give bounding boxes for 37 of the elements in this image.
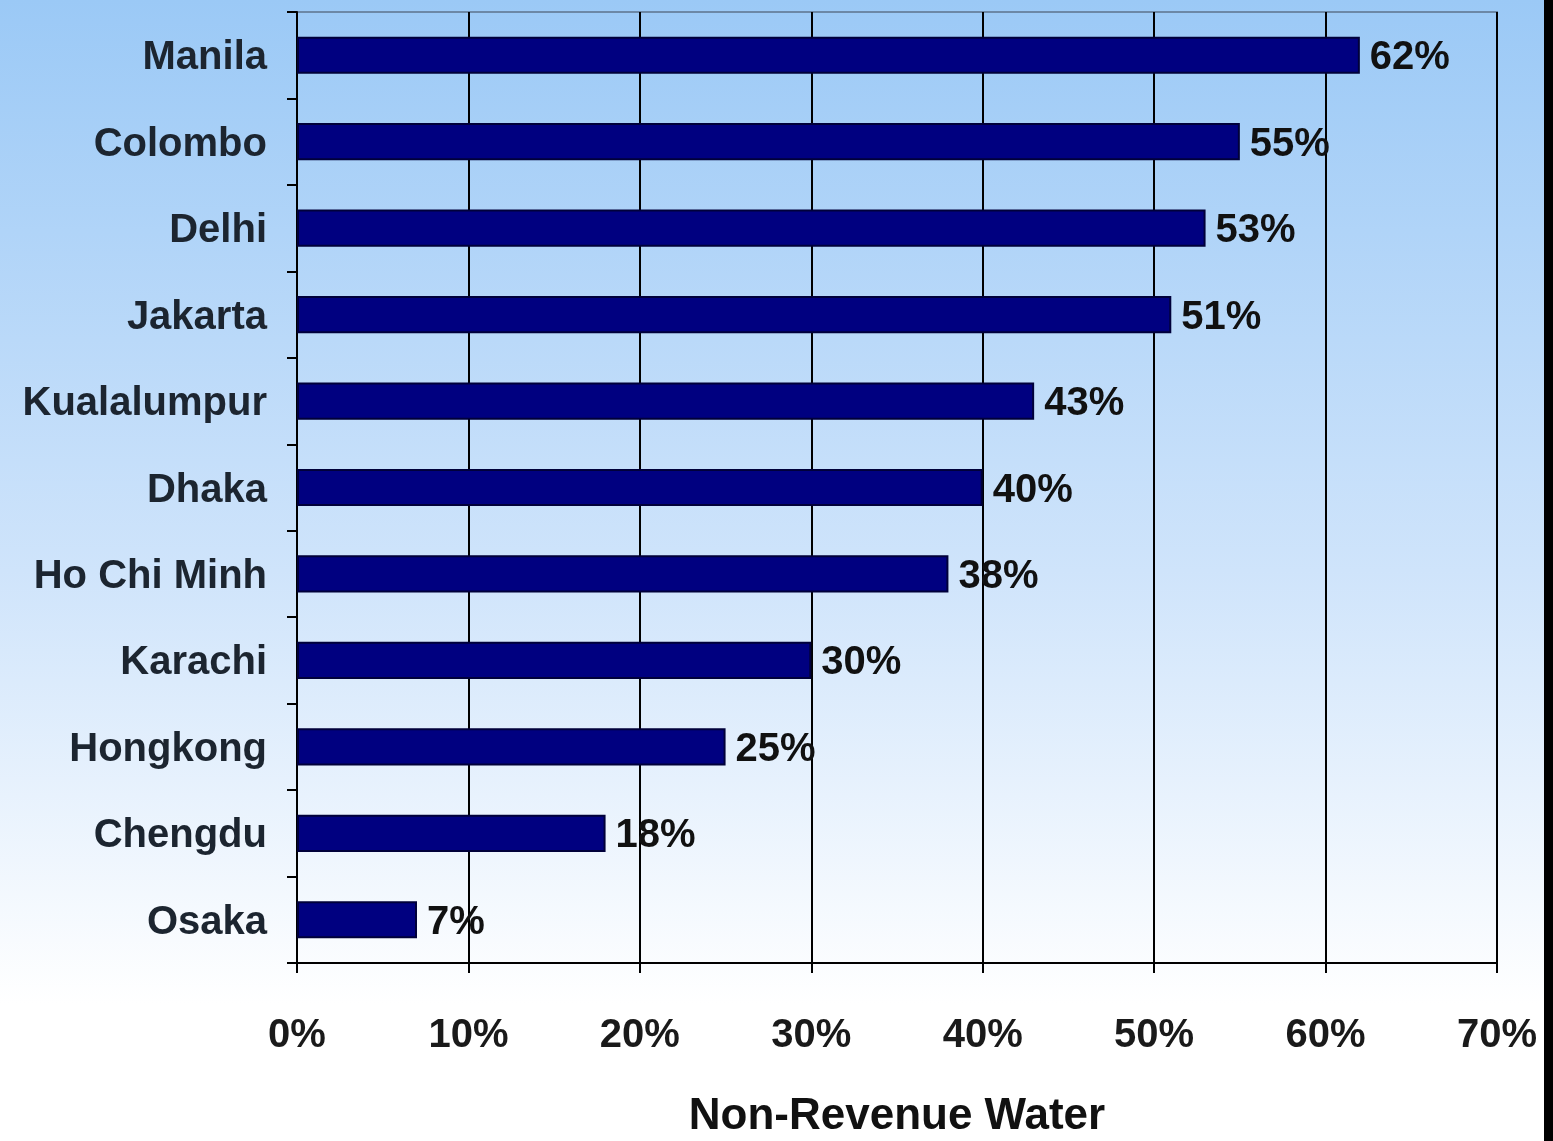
bar [297,382,1035,420]
y-tick-label: Ho Chi Minh [33,551,267,596]
bar [297,901,417,939]
bar [297,123,1240,161]
data-label: 40% [992,465,1073,510]
data-label: 30% [821,638,902,683]
x-tick-label: 70% [1456,1011,1538,1055]
y-tick-label: Delhi [169,206,267,251]
x-tick-label: 10% [428,1011,509,1055]
bar [297,296,1172,334]
y-tick-label: Manila [142,33,268,78]
bar [297,209,1206,247]
bar [297,468,983,507]
x-tick-label: 60% [1285,1011,1366,1055]
y-tick-label: Hongkong [69,724,267,769]
x-tick-label: 20% [599,1011,680,1055]
bar [297,728,726,766]
y-tick-label: Colombo [93,119,267,164]
data-label: 43% [1044,379,1125,424]
data-label: 62% [1369,33,1450,78]
bar [297,555,949,593]
y-tick-label: Kualalumpur [22,379,267,424]
x-tick-label: 40% [942,1011,1023,1055]
y-tick-label: Jakarta [126,292,268,337]
y-tick-label: Osaka [146,897,268,942]
data-label: 51% [1181,292,1262,337]
x-tick-label: 30% [771,1011,852,1055]
bar [297,641,812,679]
y-tick-label: Dhaka [146,465,268,510]
x-tick-label: 50% [1114,1011,1195,1055]
bar [297,36,1360,74]
y-tick-label: Chengdu [93,811,267,856]
x-tick-label: 0% [268,1011,326,1055]
data-label: 53% [1215,206,1296,251]
bar [297,814,606,852]
x-axis-title: Non-Revenue Water [688,1088,1106,1138]
y-tick-label: Karachi [120,638,267,683]
